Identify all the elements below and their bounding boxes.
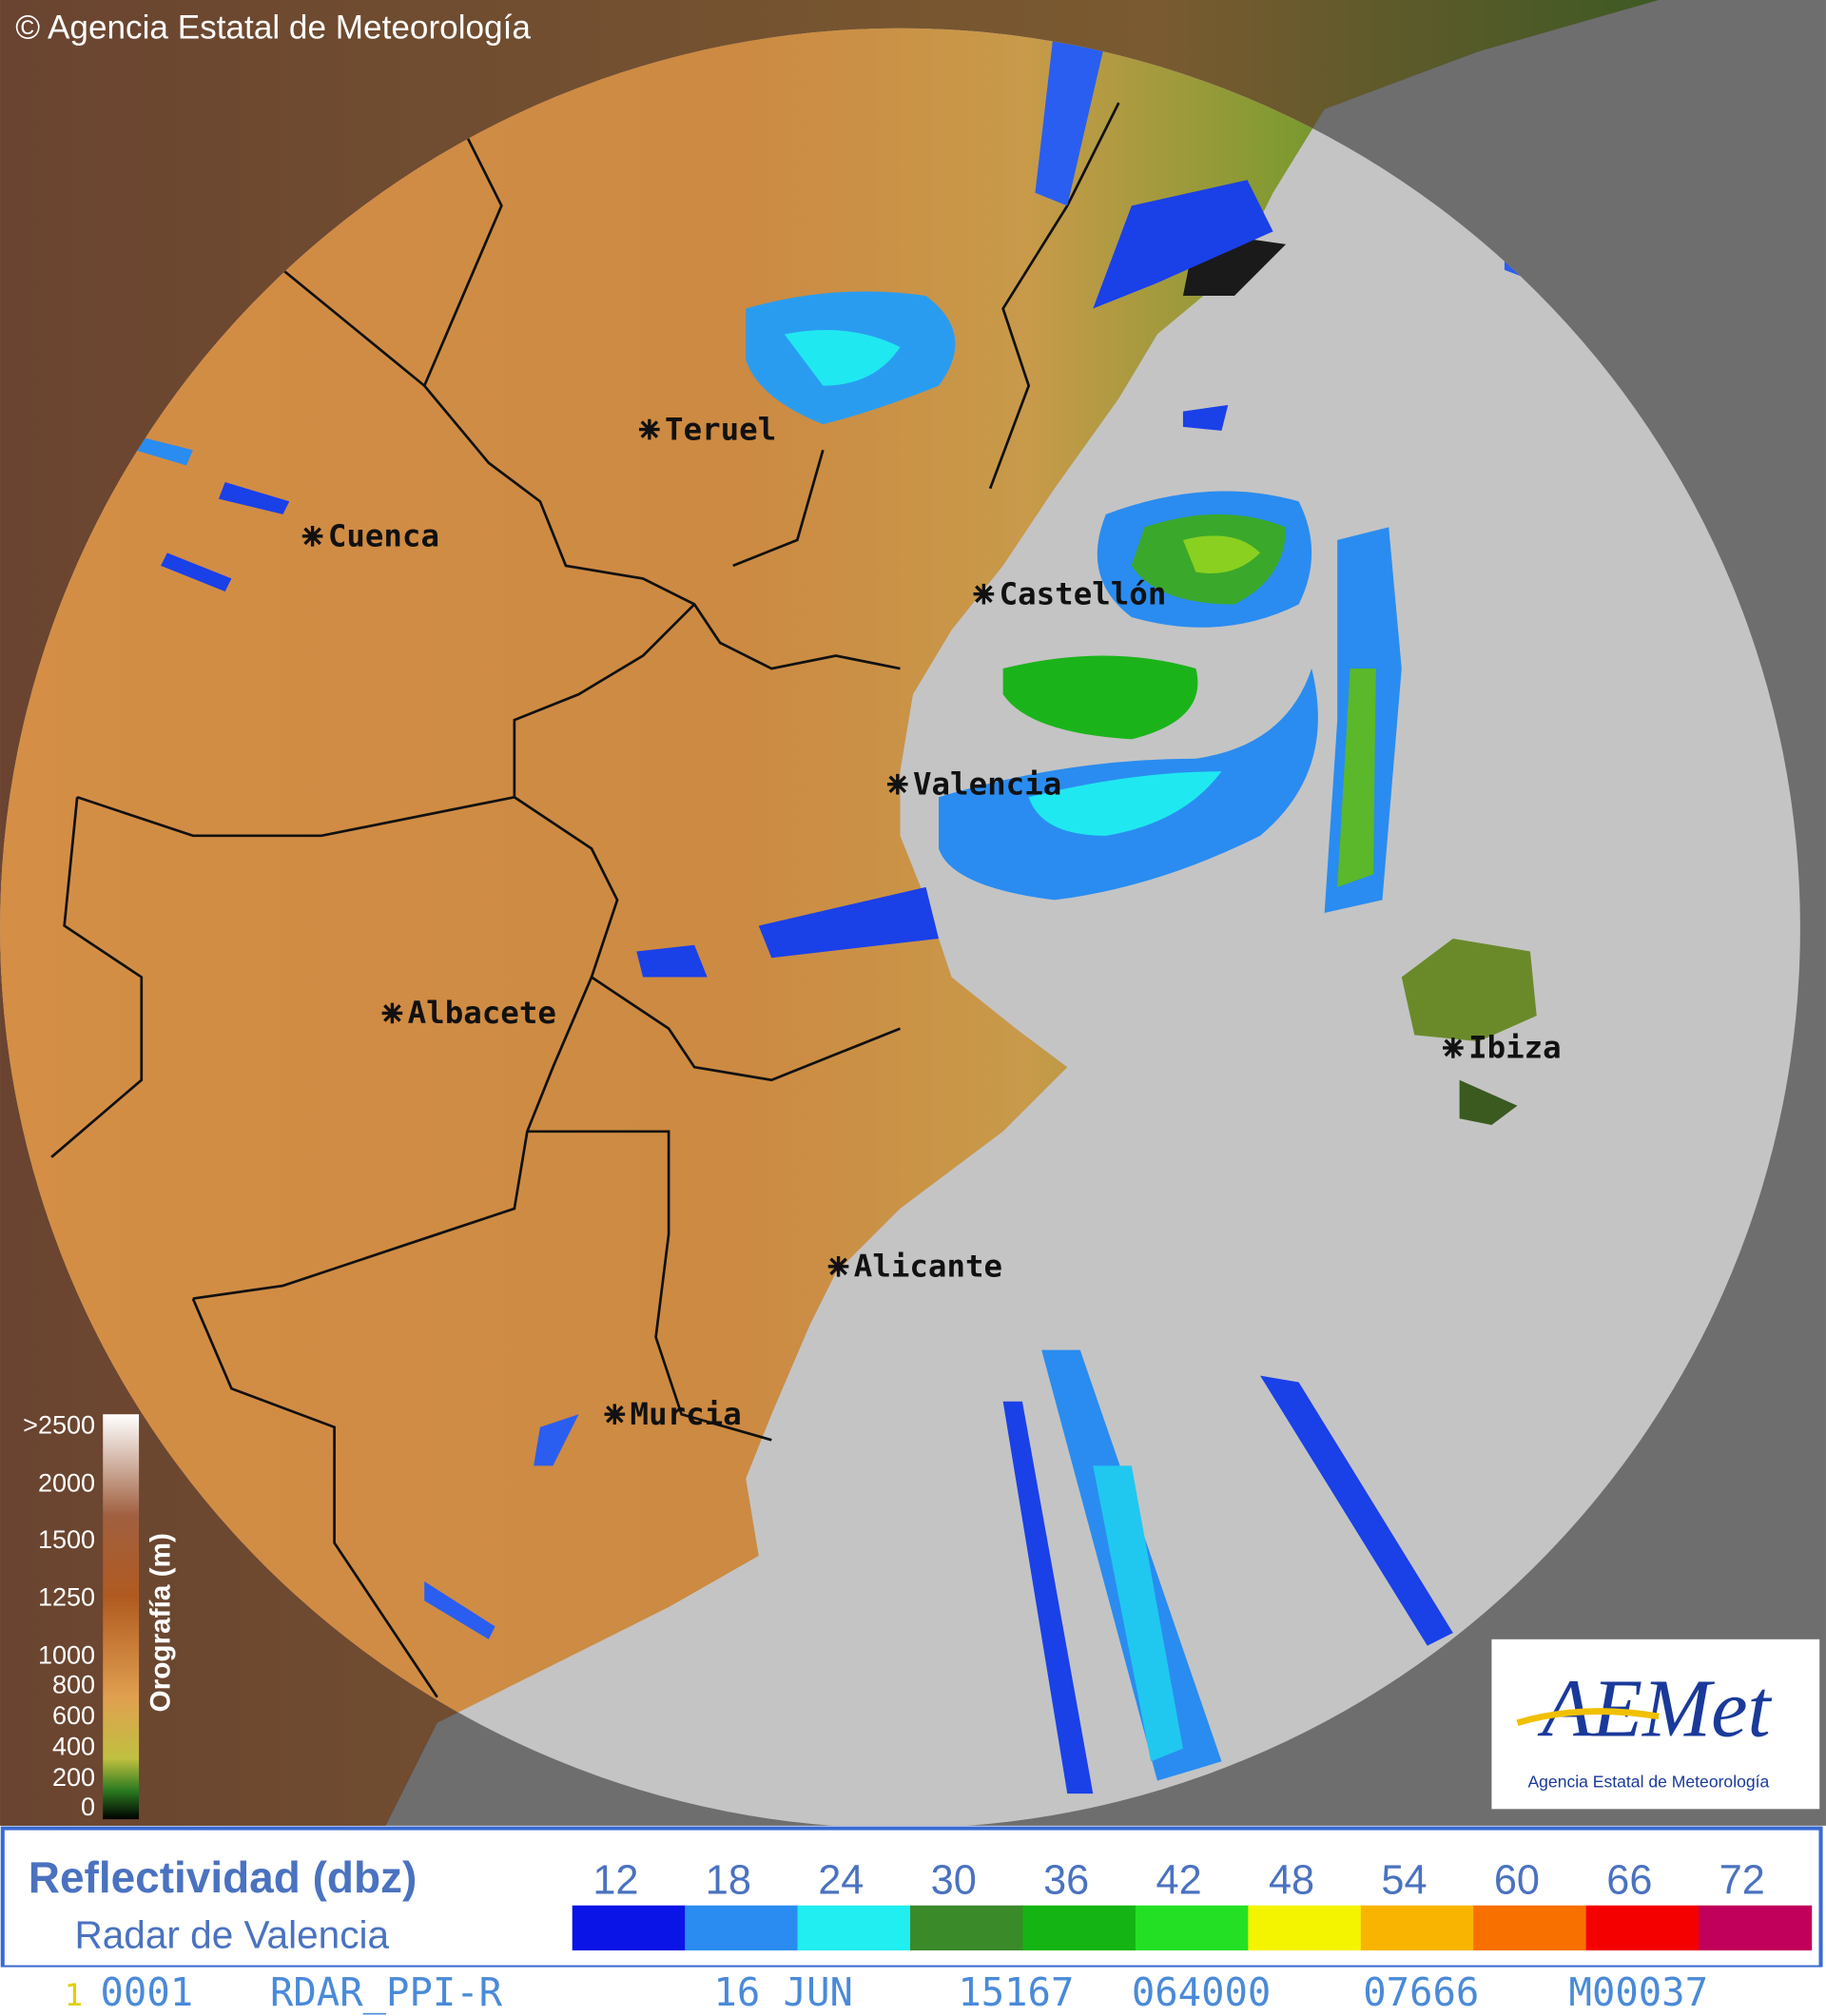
status-fields: 0001 RDAR_PPI-R 16 JUN 15167 064000 07666 M000… — [101, 1969, 1708, 2015]
level-label: 24 — [818, 1858, 864, 1904]
city-marker — [973, 583, 995, 605]
reflectivity-scale: 12 18 24 30 36 42 48 54 60 66 72 — [572, 1858, 1813, 1951]
formentera — [1459, 1079, 1518, 1126]
legend-subtitle: Radar de Valencia — [74, 1912, 389, 1956]
status-field: 064000 — [1132, 1969, 1271, 2015]
city-labels: Teruel Cuenca Castellón Valencia Albacete Ibi… — [301, 411, 1562, 1432]
legend-title: Reflectividad (dbz) — [29, 1852, 418, 1902]
status-page: 1 — [65, 1977, 84, 2013]
city-label: Castellón — [1000, 575, 1167, 611]
precipitation-echoes — [135, 28, 1569, 1794]
city-label: Ibiza — [1468, 1030, 1562, 1066]
level-label: 12 — [592, 1858, 638, 1904]
level-label: 36 — [1043, 1858, 1089, 1904]
color-swatch — [1360, 1905, 1474, 1951]
color-swatch — [1022, 1905, 1136, 1951]
level-label: 60 — [1494, 1858, 1540, 1904]
logo-tagline: Agencia Estatal de Meteorología — [1527, 1772, 1769, 1791]
logo-box — [1491, 1638, 1820, 1810]
orography-title: Orografía (m) — [146, 1533, 177, 1712]
city-marker — [1443, 1037, 1464, 1058]
status-field: 15167 — [958, 1969, 1074, 2015]
orography-tick-label: 0 — [81, 1793, 95, 1821]
city-label: Valencia — [913, 766, 1061, 803]
logo-swoosh — [1516, 1708, 1660, 1726]
orography-colorbar — [103, 1414, 140, 1820]
status-field: M00037 — [1569, 1969, 1708, 2015]
city-label: Murcia — [631, 1396, 742, 1432]
level-label: 42 — [1156, 1858, 1202, 1904]
status-field: 0001 — [101, 1969, 194, 2015]
credit: © Agencia Estatal de Meteorología — [15, 10, 531, 47]
city-marker — [827, 1255, 849, 1277]
logo-name: AEMet — [1537, 1662, 1772, 1754]
orography-tick-label: 400 — [52, 1733, 95, 1761]
color-swatch — [1473, 1905, 1587, 1951]
level-label: 18 — [706, 1858, 751, 1904]
orography-tick-label: 1500 — [38, 1525, 95, 1554]
color-swatch — [685, 1905, 799, 1951]
city-marker — [639, 418, 660, 440]
orography-tick-label: 1000 — [38, 1641, 95, 1670]
city-label: Albacete — [408, 995, 556, 1031]
city-label: Cuenca — [328, 518, 439, 554]
level-label: 66 — [1606, 1858, 1652, 1904]
city-marker — [381, 1002, 403, 1024]
color-swatch — [1585, 1905, 1700, 1951]
city-label: Alicante — [854, 1249, 1002, 1285]
status-field: 16 JUN — [713, 1969, 852, 2015]
orography-tick-label: >2500 — [23, 1411, 95, 1440]
orography-tick-label: 1250 — [38, 1583, 95, 1612]
orography-tick-label: 200 — [52, 1763, 95, 1792]
level-label: 30 — [931, 1858, 977, 1904]
city-marker — [886, 773, 908, 795]
color-swatch — [572, 1905, 686, 1951]
color-swatch — [1135, 1905, 1250, 1951]
city-label: Teruel — [665, 411, 776, 447]
status-field: RDAR_PPI-R — [270, 1969, 503, 2015]
color-swatch — [1699, 1905, 1813, 1951]
orography-tick-label: 800 — [52, 1671, 95, 1699]
color-swatch — [910, 1905, 1024, 1951]
level-label: 54 — [1381, 1858, 1427, 1904]
city-marker — [301, 525, 323, 547]
radar-coverage — [0, 28, 1800, 1826]
ibiza — [1401, 938, 1537, 1042]
color-swatch — [797, 1905, 911, 1951]
level-label: 72 — [1719, 1858, 1765, 1904]
level-label: 48 — [1269, 1858, 1314, 1904]
orography-tick-label: 2000 — [38, 1468, 95, 1497]
city-marker — [604, 1404, 626, 1425]
orography-tick-label: 600 — [52, 1701, 95, 1730]
color-swatch — [1248, 1905, 1362, 1951]
status-bar — [0, 1967, 1826, 2016]
status-field: 07666 — [1363, 1969, 1479, 2015]
province-borders — [50, 75, 1120, 1698]
